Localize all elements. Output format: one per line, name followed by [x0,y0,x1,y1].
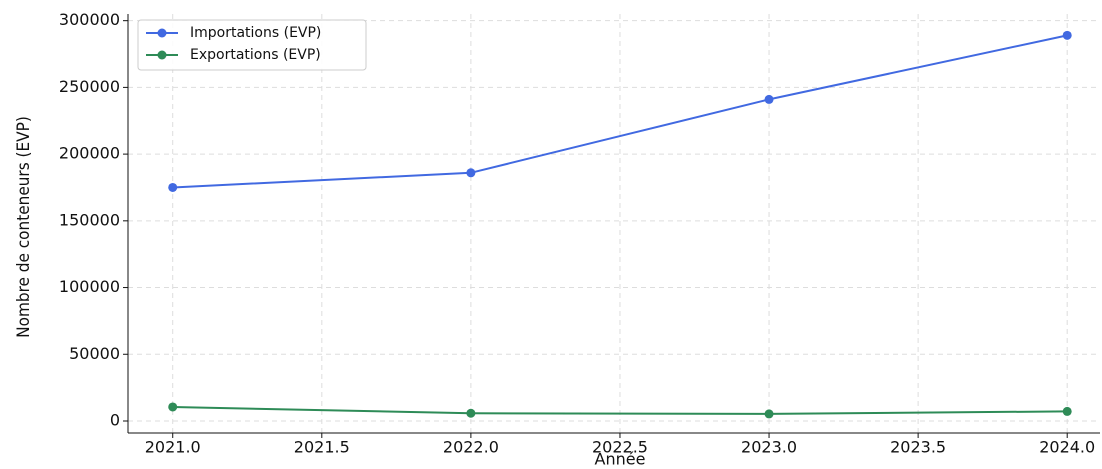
legend-box [137,19,367,71]
data-point [1062,30,1072,40]
legend: Importations (EVP) Exportations (EVP) [137,19,367,71]
data-point [168,182,178,192]
y-tick-label: 250000 [59,77,120,96]
legend-marker [157,28,167,38]
legend-marker [157,50,167,60]
y-tick-label: 100000 [59,277,120,296]
data-point [1062,406,1072,416]
data-point [466,168,476,178]
x-tick-label: 2022.0 [443,438,499,457]
legend-label: Importations (EVP) [190,25,321,41]
legend-label: Exportations (EVP) [190,47,321,63]
data-point [764,94,774,104]
x-tick-label: 2022.5 [592,438,648,457]
x-tick-label: 2021.0 [145,438,201,457]
x-tick-label: 2021.5 [294,438,350,457]
data-point [764,409,774,419]
y-axis-label: Nombre de conteneurs (EVP) [14,116,34,338]
y-tick-label: 300000 [59,10,120,29]
data-point [466,408,476,418]
x-tick-label: 2024.0 [1039,438,1095,457]
x-axis-label: Année [595,450,646,469]
x-tick-label: 2023.5 [890,438,946,457]
series-line [172,34,1068,189]
y-tick-label: 150000 [59,210,120,229]
y-tick-label: 0 [110,410,120,429]
data-point [168,402,178,412]
x-tick-label: 2023.0 [741,438,797,457]
y-tick-label: 200000 [59,144,120,163]
y-tick-label: 50000 [69,344,120,363]
series-line [172,405,1068,415]
